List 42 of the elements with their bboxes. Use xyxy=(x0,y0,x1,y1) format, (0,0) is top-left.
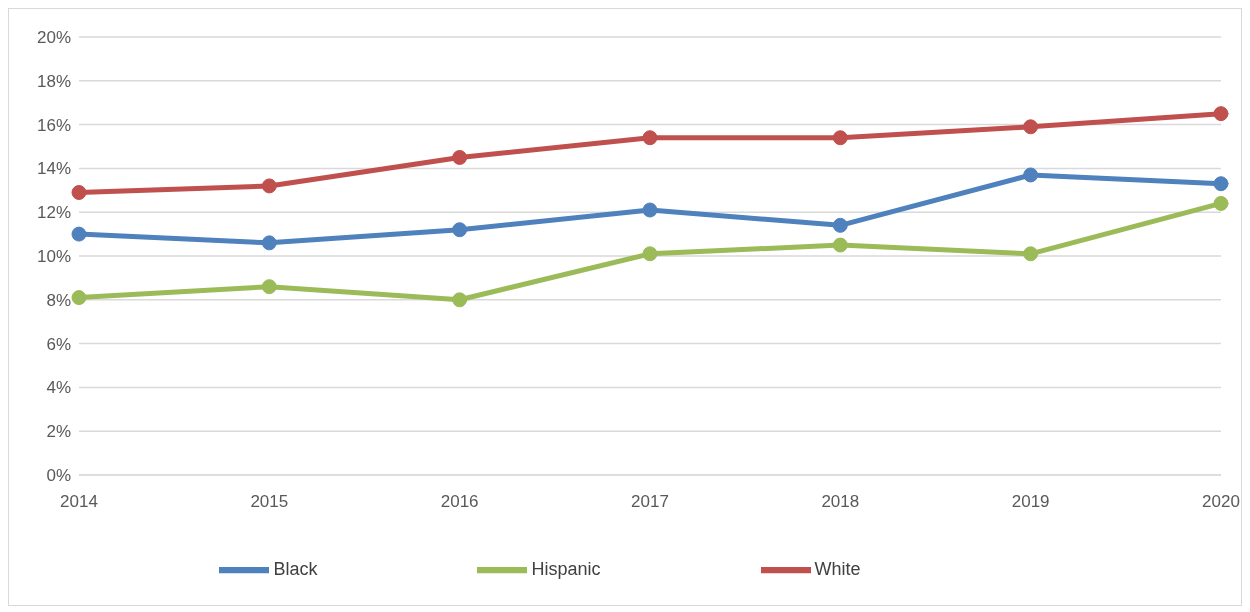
x-tick-label: 2018 xyxy=(821,492,860,512)
point xyxy=(261,235,277,251)
point xyxy=(71,184,87,200)
legend-label: White xyxy=(814,558,861,579)
x-tick-label: 2016 xyxy=(440,492,479,512)
y-tick-label: 6% xyxy=(46,334,71,354)
legend-label: Black xyxy=(273,558,318,579)
y-tick-label: 8% xyxy=(46,290,71,310)
point xyxy=(261,178,277,194)
point xyxy=(1213,176,1229,192)
point xyxy=(1023,246,1039,262)
point xyxy=(452,149,468,165)
point xyxy=(261,279,277,295)
x-tick-label: 2015 xyxy=(250,492,289,512)
legend-label: Hispanic xyxy=(531,558,601,579)
point xyxy=(642,130,658,146)
y-tick-label: 0% xyxy=(46,466,71,486)
y-tick-label: 12% xyxy=(36,203,71,223)
y-tick-label: 4% xyxy=(46,378,71,398)
point xyxy=(832,217,848,233)
point xyxy=(1023,167,1039,183)
y-tick-label: 16% xyxy=(36,115,71,135)
y-tick-label: 20% xyxy=(36,28,71,48)
point xyxy=(452,292,468,308)
x-tick-label: 2017 xyxy=(631,492,669,512)
x-tick-label: 2019 xyxy=(1011,492,1050,512)
x-tick-label: 2020 xyxy=(1202,492,1240,512)
point xyxy=(1023,119,1039,135)
point xyxy=(1213,106,1229,122)
point xyxy=(642,246,658,262)
y-tick-label: 18% xyxy=(36,71,71,91)
point xyxy=(71,226,87,242)
point xyxy=(71,290,87,306)
point xyxy=(832,237,848,253)
point xyxy=(1213,195,1229,211)
x-tick-label: 2014 xyxy=(60,492,98,512)
point xyxy=(642,202,658,218)
point xyxy=(452,222,468,238)
y-tick-label: 2% xyxy=(46,422,71,442)
y-tick-label: 14% xyxy=(36,159,71,179)
point xyxy=(832,130,848,146)
y-tick-label: 10% xyxy=(36,247,71,267)
